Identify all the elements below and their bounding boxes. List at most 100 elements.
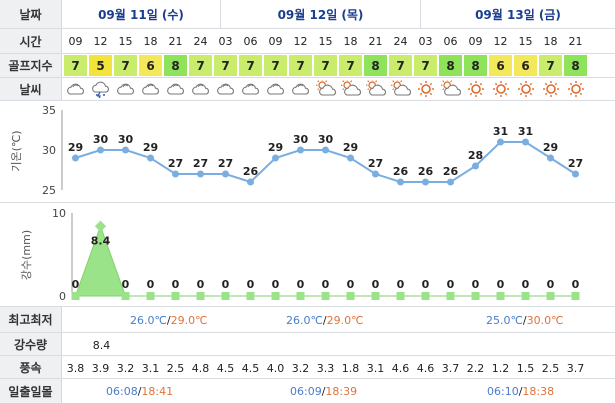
time-cell: 21	[568, 35, 583, 48]
golf-index-cell: 7	[339, 55, 362, 76]
temp-data-label: 26	[393, 165, 409, 178]
temp-data-label: 27	[193, 157, 208, 170]
rain-data-label: 0	[472, 278, 480, 291]
wind-cell: 3.2	[291, 362, 310, 375]
rain-data-label: 0	[272, 278, 280, 291]
cloud-icon	[188, 80, 213, 98]
date-day2: 09월 12일 (목)	[277, 7, 364, 22]
rain-data-label: 0	[322, 278, 330, 291]
golf-index-cell: 7	[239, 55, 262, 76]
golf-index-cell: 8	[364, 55, 387, 76]
wind-cell: 4.6	[416, 362, 435, 375]
rain-axis-label: 강수(mm)	[20, 230, 33, 280]
temperature-chart: 기온(℃) 35 30 25 29 30 30 29 27 27 27 26 29 30 30 29 27 26…	[10, 104, 583, 197]
rain-point	[546, 292, 555, 300]
label-sun: 일출일몰	[0, 379, 62, 403]
rain-amount-2: 8.4	[92, 339, 111, 352]
rain-point	[321, 292, 330, 300]
temp-point	[547, 154, 554, 162]
temp-data-label: 27	[568, 157, 583, 170]
temp-point	[522, 138, 529, 146]
sun-cloud-icon	[438, 80, 463, 98]
label-wind: 풍속	[0, 356, 62, 378]
time-cell: 21	[368, 35, 383, 48]
label-golf: 골프지수	[0, 54, 62, 77]
golf-index-cell: 7	[214, 55, 237, 76]
temp-point	[372, 170, 379, 178]
rain-data-label: 0	[247, 278, 255, 291]
time-cell: 21	[168, 35, 183, 48]
rain-point	[396, 292, 405, 300]
wind-cell: 3.8	[66, 362, 85, 375]
rain-data-label: 0	[372, 278, 380, 291]
temp-data-label: 27	[168, 157, 183, 170]
wind-cell: 2.5	[166, 362, 185, 375]
temp-chart-label-area	[0, 101, 62, 202]
wind-cell: 1.5	[516, 362, 535, 375]
sun-day1: 06:08/18:41	[106, 385, 174, 398]
rain-point	[121, 292, 130, 300]
rain-tick-label: 0	[59, 290, 66, 303]
time-cell: 18	[143, 35, 158, 48]
temp-tick-label: 30	[42, 144, 56, 157]
rain-data-label: 0	[547, 278, 555, 291]
golf-index-cell: 8	[164, 55, 187, 76]
rain-data-label: 0	[122, 278, 130, 291]
temp-point	[97, 146, 104, 154]
golf-index-cell: 6	[139, 55, 162, 76]
sun-icon	[463, 80, 488, 98]
temp-point	[222, 170, 229, 178]
rain-data-label: 0	[572, 278, 580, 291]
rain-data-label: 0	[147, 278, 155, 291]
sun-icon	[563, 80, 588, 98]
temp-data-label: 30	[293, 133, 309, 146]
golf-index-cell: 6	[514, 55, 537, 76]
time-cell: 12	[493, 35, 508, 48]
temp-data-label: 29	[343, 141, 358, 154]
temp-point	[472, 162, 479, 170]
temp-data-label: 30	[318, 133, 334, 146]
temp-point	[72, 154, 79, 162]
time-cell: 15	[118, 35, 133, 48]
wind-cell: 4.0	[266, 362, 285, 375]
golf-index-cell: 5	[89, 55, 112, 76]
time-cell: 15	[518, 35, 533, 48]
sun-icon	[413, 80, 438, 98]
cloud-icon	[213, 80, 238, 98]
time-cell: 09	[68, 35, 83, 48]
wind-cell: 3.9	[91, 362, 110, 375]
rain-point	[196, 292, 205, 300]
wind-cell: 4.8	[191, 362, 210, 375]
wind-cell: 3.2	[116, 362, 135, 375]
cloud-icon	[288, 80, 313, 98]
minmax-day1: 26.0℃/29.0℃	[130, 314, 208, 327]
rain-point	[471, 292, 480, 300]
cloud-icon	[63, 80, 88, 98]
cloud-icon	[163, 80, 188, 98]
sun-cloud-icon	[363, 80, 388, 98]
temp-axis-label: 기온(℃)	[10, 130, 23, 171]
sun-cloud-icon	[388, 80, 413, 98]
golf-index-cell: 6	[489, 55, 512, 76]
rain-point	[496, 292, 505, 300]
rain-data-label: 0	[197, 278, 205, 291]
rain-data-label: 0	[497, 278, 505, 291]
rain-point	[246, 292, 255, 300]
golf-index-cell: 7	[114, 55, 137, 76]
wind-cell: 2.5	[541, 362, 560, 375]
temp-point	[197, 170, 204, 178]
label-time: 시간	[0, 29, 62, 53]
rain-data-label: 0	[222, 278, 230, 291]
rain-point	[571, 292, 580, 300]
time-cell: 06	[243, 35, 258, 48]
temp-point	[322, 146, 329, 154]
temp-point	[572, 170, 579, 178]
minmax-day2: 26.0℃/29.0℃	[286, 314, 364, 327]
temp-data-label: 26	[418, 165, 434, 178]
rain-point	[521, 292, 530, 300]
wind-cell: 4.5	[241, 362, 260, 375]
rain-point	[221, 292, 230, 300]
rain-point	[146, 292, 155, 300]
sun-icon	[488, 80, 513, 98]
